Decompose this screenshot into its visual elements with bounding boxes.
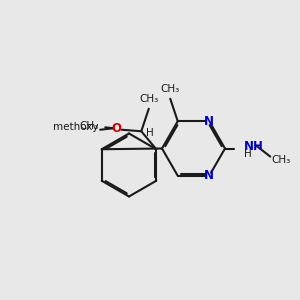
Text: methoxy: methoxy — [53, 122, 99, 132]
Text: N: N — [204, 169, 214, 182]
Text: methoxy: methoxy — [91, 127, 98, 128]
Text: NH: NH — [244, 140, 263, 153]
Text: CH₃: CH₃ — [272, 155, 291, 165]
Text: H: H — [146, 128, 154, 138]
Text: O: O — [111, 122, 122, 135]
Text: CH₃: CH₃ — [139, 94, 158, 104]
Text: CH₃: CH₃ — [80, 121, 99, 131]
Text: N: N — [204, 115, 214, 128]
Text: CH₃: CH₃ — [160, 84, 180, 94]
Text: H: H — [244, 148, 252, 159]
